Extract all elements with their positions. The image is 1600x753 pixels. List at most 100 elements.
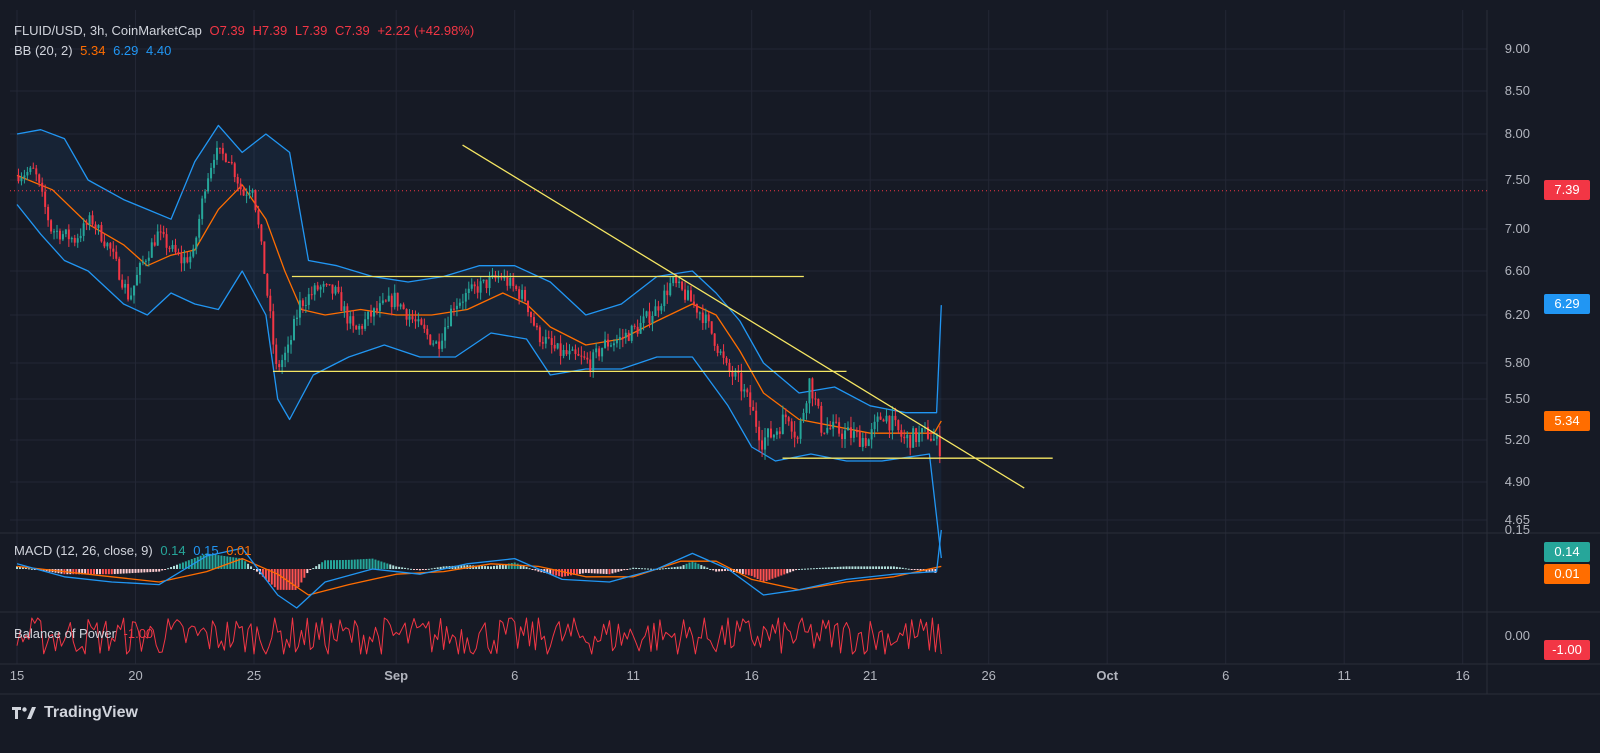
macd-histogram-bar [934,569,937,573]
candle-body [325,284,328,286]
macd-histogram-bar [581,569,584,574]
candle-body [574,349,577,354]
candle-body [88,215,91,225]
macd-histogram-bar [401,567,404,569]
macd-histogram-bar [365,558,368,569]
candle-body [35,168,38,175]
candle-body [313,285,316,295]
macd-histogram-bar [632,567,635,569]
macd-histogram-bar [475,565,478,569]
macd-histogram-bar [279,569,282,590]
candle-body [124,283,127,288]
macd-histogram-bar [350,559,353,569]
candle-body [230,162,233,164]
macd-histogram-bar [928,569,931,573]
macd-line [16,529,942,609]
candle-body [710,321,713,334]
candle-body [607,339,610,347]
macd-histogram-bar [919,569,922,571]
candle-body [53,231,56,233]
candle-body [47,206,50,221]
macd-histogram-bar [158,569,161,572]
bop-label[interactable]: Balance of Power [14,626,116,641]
time-axis-label: 25 [247,668,261,683]
macd-histogram-bar [913,569,916,570]
candle-body [393,292,396,308]
time-axis-label: 16 [744,668,758,683]
candle-body [429,334,432,345]
candle-body [64,229,67,235]
candle-body [529,312,532,318]
candle-body [399,304,402,307]
bop-legend[interactable]: Balance of Power -1.00 [14,626,157,641]
macd-histogram-bar [558,569,561,577]
macd-histogram-bar [765,569,768,581]
macd-histogram-bar [87,569,90,575]
macd-histogram-bar [250,566,253,569]
trendline-drawings[interactable] [10,144,1487,489]
macd-histogram-bar [638,568,641,570]
macd-histogram-bar [143,569,146,573]
macd-histogram-bar [253,569,255,570]
bb-lower-value: 4.40 [146,43,172,58]
macd-histogram-bar [724,569,727,571]
candle-body [734,372,737,377]
macd-label[interactable]: MACD (12, 26, close, 9) [14,543,153,558]
macd-histogram-bar [584,569,587,573]
macd-histogram-bar [214,554,217,569]
macd-histogram-bar [137,569,140,573]
macd-histogram-bar [190,559,193,569]
bb-legend[interactable]: BB (20, 2) 5.34 6.29 4.40 [14,43,175,58]
macd-histogram-bar [404,567,407,569]
candle-body [423,324,426,329]
macd-histogram-bar [516,563,519,569]
candle-body [861,438,864,447]
macd-histogram-bar [759,569,762,581]
time-axis-label: Sep [384,668,408,683]
candle-body [447,326,450,328]
symbol-name[interactable]: FLUID/USD, 3h, CoinMarketCap [14,23,202,38]
price-axis-label: 6.60 [1505,263,1530,278]
candle-body [426,328,429,335]
bb-basis-value: 5.34 [80,43,106,58]
candle-body [284,352,287,361]
bop-price-tag: -1.00 [1544,640,1590,660]
ohlc-high: H7.39 [252,23,288,38]
tradingview-logo[interactable]: TradingView [12,704,138,722]
candle-body [669,283,672,296]
axes: 9.00 8.50 8.00 7.50 7.00 6.60 6.20 5.80 5.50 5.20… [10,41,1530,683]
macd-histogram-bar [327,560,330,569]
candle-body [61,234,64,240]
macd-panel [16,529,942,609]
macd-histogram-bar [410,568,413,570]
macd-histogram-bar [798,569,801,570]
symbol-legend[interactable]: FLUID/USD, 3h, CoinMarketCap O7.39 H7.39… [14,23,478,38]
candle-body [411,316,414,320]
bb-label[interactable]: BB (20, 2) [14,43,73,58]
bop-value: -1.00 [123,626,154,641]
candle-body [337,286,340,293]
candle-body [728,362,731,372]
macd-histogram-bar [727,569,729,571]
macd-histogram-bar [291,569,294,590]
macd-legend[interactable]: MACD (12, 26, close, 9) 0.14 0.15 0.01 [14,543,256,558]
candle-body [692,301,695,305]
candle-body [787,417,790,422]
macd-histogram-bar [433,567,436,569]
candle-body [150,242,153,258]
candle-body [281,360,284,368]
macd-histogram-bar [107,569,110,575]
candle-body [571,349,574,351]
macd-histogram-bar [872,566,875,569]
candle-body [269,295,272,312]
candle-body [331,284,334,294]
macd-histogram-bar [478,565,481,569]
candle-body [835,421,838,423]
grid-lines [0,10,1600,695]
macd-histogram-bar [356,559,359,569]
candle-body [604,339,607,348]
candle-body [515,285,518,290]
macd-histogram-bar [795,569,798,571]
candle-body [186,257,189,263]
